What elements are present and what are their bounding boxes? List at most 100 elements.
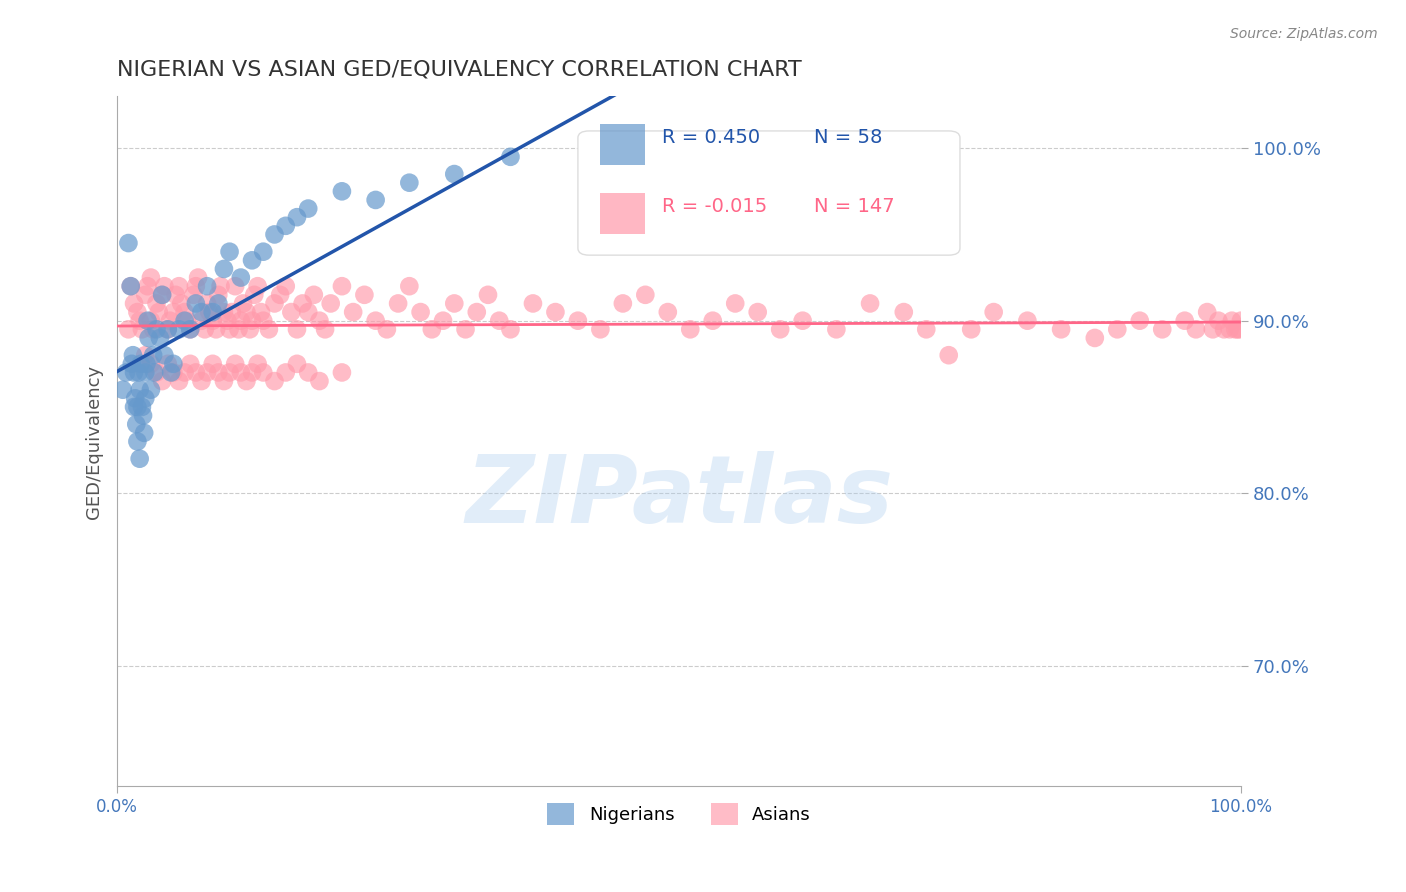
Point [353,288,375,302]
Text: Source: ZipAtlas.com: Source: ZipAtlas.com [1230,27,1378,41]
Point [184,296,207,310]
Point [250,305,273,319]
Point [184,279,207,293]
Bar [600,193,645,235]
Point [142,348,165,362]
Point [1152,322,1174,336]
Point [167,374,190,388]
Point [122,348,145,362]
Point [207,288,229,302]
Point [228,322,250,336]
Point [145,296,167,310]
Point [229,314,252,328]
Point [1174,314,1197,328]
Point [150,288,173,302]
Point [443,167,465,181]
Point [240,366,263,380]
Point [150,288,173,302]
Point [280,305,302,319]
Point [246,357,269,371]
Point [136,279,159,293]
Point [263,227,285,242]
Point [205,322,228,336]
Point [160,366,183,380]
Point [1202,322,1225,336]
Point [190,314,212,328]
Point [212,305,235,319]
Point [1017,314,1039,328]
Point [702,314,724,328]
Point [364,314,387,328]
Point [285,322,308,336]
Point [190,374,212,388]
Point [679,322,702,336]
Point [134,425,156,440]
Point [173,314,195,328]
Point [179,322,201,336]
Point [139,270,162,285]
Point [1084,331,1107,345]
Point [252,366,274,380]
Point [218,366,240,380]
Legend: Nigerians, Asians: Nigerians, Asians [540,797,818,832]
Point [420,322,443,336]
Point [117,235,139,250]
Point [297,366,319,380]
Point [398,279,420,293]
Point [134,366,156,380]
Point [319,296,342,310]
Point [243,288,266,302]
Point [302,288,325,302]
Point [201,357,224,371]
Point [792,314,814,328]
Point [165,288,187,302]
Point [398,176,420,190]
Point [240,314,263,328]
Point [122,366,145,380]
Point [330,184,353,198]
Point [893,305,915,319]
Bar [600,124,645,165]
Point [330,366,353,380]
Point [190,305,212,319]
Point [232,296,254,310]
Point [499,322,522,336]
Point [212,262,235,277]
Point [769,322,792,336]
Point [443,296,465,310]
Point [156,322,179,336]
Point [142,322,165,336]
Point [139,357,162,371]
Point [224,279,246,293]
Point [239,322,262,336]
Point [229,366,252,380]
Point [139,314,162,328]
Point [1220,314,1243,328]
Point [218,322,240,336]
Point [221,305,243,319]
Point [159,314,181,328]
Point [274,366,297,380]
Point [1213,322,1236,336]
Point [129,357,152,371]
Point [589,322,612,336]
Point [156,322,179,336]
FancyBboxPatch shape [578,131,960,255]
Point [308,314,330,328]
Point [702,141,724,155]
Point [212,374,235,388]
Point [432,314,454,328]
Point [134,392,156,406]
Point [176,314,198,328]
Point [179,357,201,371]
Point [198,305,221,319]
Point [499,150,522,164]
Point [195,279,218,293]
Point [314,322,336,336]
Point [201,305,224,319]
Point [134,348,156,362]
Point [246,279,269,293]
Point [162,305,184,319]
Point [120,279,142,293]
Point [111,383,134,397]
